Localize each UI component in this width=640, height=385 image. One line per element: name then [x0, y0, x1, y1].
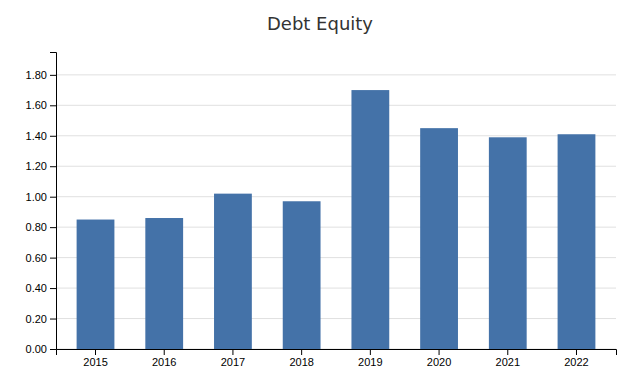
x-tick: 2018	[289, 349, 313, 368]
grid-line	[56, 135, 616, 136]
bar	[489, 137, 527, 349]
bar	[351, 90, 389, 349]
bar	[214, 194, 252, 349]
x-axis-line	[57, 350, 617, 356]
y-tick: 0.60	[26, 252, 56, 264]
y-tick-mark	[50, 197, 56, 198]
bar	[558, 134, 596, 349]
x-tick-mark	[232, 349, 233, 355]
grid-line	[56, 196, 616, 197]
x-tick-mark	[507, 349, 508, 355]
x-tick: 2017	[221, 349, 245, 368]
y-tick-label: 1.20	[26, 160, 47, 172]
y-tick-label: 1.60	[26, 99, 47, 111]
x-axis: 2015 2016 2017 2018 2019 2020 2021 2022	[57, 349, 617, 368]
bar	[283, 201, 321, 349]
grid-line	[56, 318, 616, 319]
y-tick-mark	[50, 258, 56, 259]
x-tick-label: 2017	[221, 356, 245, 368]
x-tick-label: 2021	[496, 356, 520, 368]
y-tick: 1.20	[26, 160, 56, 172]
grid-line	[56, 74, 616, 75]
y-tick-mark	[50, 166, 56, 167]
y-axis: 0.00 0.20 0.40 0.60 0.80 1.00 1.20 1.40 1.60 1.80	[26, 53, 57, 356]
y-tick-mark	[50, 349, 56, 350]
x-tick: 2015	[83, 349, 107, 368]
y-tick: 1.40	[26, 130, 56, 142]
x-tick-label: 2018	[289, 356, 313, 368]
y-tick-label: 0.40	[26, 282, 47, 294]
y-tick-mark	[50, 136, 56, 137]
y-tick-label: 1.40	[26, 130, 47, 142]
y-tick: 0.40	[26, 282, 56, 294]
y-tick-mark	[50, 227, 56, 228]
x-tick-mark	[301, 349, 302, 355]
x-tick-mark	[164, 349, 165, 355]
grid-line	[56, 257, 616, 258]
grid-line	[56, 227, 616, 228]
x-tick-label: 2019	[358, 356, 382, 368]
x-tick-mark	[370, 349, 371, 355]
bar	[420, 128, 458, 349]
bar	[145, 218, 183, 349]
y-tick: 1.00	[26, 191, 56, 203]
x-tick: 2019	[358, 349, 382, 368]
plot-area: 0.00 0.20 0.40 0.60 0.80 1.00 1.20 1.40 1.60 1.80…	[26, 53, 617, 368]
y-tick: 0.80	[26, 221, 56, 233]
y-tick-mark	[50, 288, 56, 289]
x-tick-label: 2015	[83, 356, 107, 368]
grid-line	[56, 288, 616, 289]
y-tick-label: 0.20	[26, 313, 47, 325]
x-tick-mark	[95, 349, 96, 355]
y-tick: 1.60	[26, 99, 56, 111]
y-tick: 0.00	[26, 343, 56, 355]
y-tick-mark	[50, 75, 56, 76]
chart: 0.00 0.20 0.40 0.60 0.80 1.00 1.20 1.40 1.60 1.80…	[0, 0, 640, 385]
x-tick-label: 2016	[152, 356, 176, 368]
y-tick-label: 1.80	[26, 69, 47, 81]
x-tick: 2021	[496, 349, 520, 368]
x-tick: 2016	[152, 349, 176, 368]
y-axis-line	[50, 53, 57, 350]
x-tick: 2022	[564, 349, 588, 368]
y-tick: 0.20	[26, 313, 56, 325]
y-tick-label: 0.60	[26, 252, 47, 264]
x-tick: 2020	[427, 349, 451, 368]
bar	[77, 220, 115, 349]
x-tick-mark	[576, 349, 577, 355]
y-tick-mark	[50, 105, 56, 106]
grid-line	[56, 105, 616, 106]
grid-line	[56, 166, 616, 167]
grid	[56, 75, 616, 349]
bars	[77, 90, 596, 349]
x-tick-label: 2022	[564, 356, 588, 368]
y-tick-label: 0.80	[26, 221, 47, 233]
y-tick: 1.80	[26, 69, 56, 81]
y-tick-label: 1.00	[26, 191, 47, 203]
y-tick-label: 0.00	[26, 343, 47, 355]
x-tick-mark	[439, 349, 440, 355]
title: Debt Equity	[267, 13, 373, 34]
x-tick-label: 2020	[427, 356, 451, 368]
y-tick-mark	[50, 319, 56, 320]
